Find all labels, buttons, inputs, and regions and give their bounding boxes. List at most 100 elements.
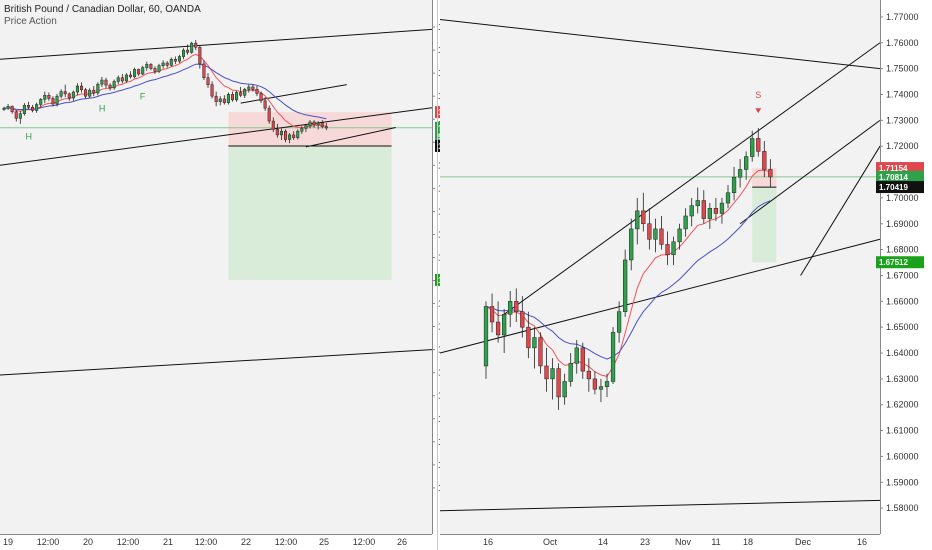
- trend-line[interactable]: [439, 238, 881, 354]
- candle[interactable]: [502, 309, 507, 354]
- trend-line[interactable]: [240, 84, 347, 104]
- candle[interactable]: [214, 91, 218, 107]
- candle[interactable]: [538, 332, 543, 374]
- candle[interactable]: [96, 82, 100, 96]
- candle[interactable]: [222, 95, 226, 105]
- candle[interactable]: [226, 92, 230, 105]
- candle[interactable]: [153, 66, 157, 75]
- candle[interactable]: [677, 223, 682, 250]
- candle[interactable]: [120, 74, 124, 84]
- candle[interactable]: [157, 63, 161, 74]
- candle[interactable]: [568, 353, 573, 387]
- candle[interactable]: [251, 84, 255, 92]
- candle[interactable]: [59, 89, 63, 99]
- candle[interactable]: [116, 75, 120, 85]
- candle[interactable]: [580, 342, 585, 379]
- candle[interactable]: [275, 123, 279, 138]
- indicator-label[interactable]: Price Action: [4, 16, 57, 27]
- candle[interactable]: [235, 90, 239, 102]
- candle[interactable]: [653, 218, 658, 253]
- candle[interactable]: [100, 76, 104, 87]
- candle[interactable]: [198, 45, 202, 69]
- candle[interactable]: [279, 128, 283, 140]
- candle[interactable]: [39, 98, 43, 108]
- candle[interactable]: [762, 141, 767, 178]
- candle[interactable]: [296, 129, 300, 140]
- candle[interactable]: [247, 84, 251, 93]
- candle[interactable]: [508, 290, 513, 328]
- candle[interactable]: [284, 129, 288, 143]
- candle[interactable]: [520, 296, 525, 338]
- trend-line[interactable]: [439, 19, 881, 70]
- candle[interactable]: [689, 197, 694, 227]
- candle[interactable]: [14, 110, 18, 122]
- candle[interactable]: [271, 117, 275, 133]
- trend-line[interactable]: [305, 127, 396, 148]
- candle[interactable]: [562, 373, 567, 405]
- candle[interactable]: [320, 120, 324, 129]
- candle[interactable]: [725, 184, 731, 209]
- candle[interactable]: [308, 120, 312, 129]
- trend-line[interactable]: [0, 107, 433, 166]
- candle[interactable]: [63, 84, 67, 98]
- price-axis[interactable]: [880, 0, 932, 550]
- candle[interactable]: [165, 61, 169, 68]
- candle[interactable]: [104, 77, 108, 88]
- candle[interactable]: [665, 231, 670, 266]
- candle[interactable]: [514, 288, 519, 322]
- candle[interactable]: [544, 347, 549, 392]
- candle[interactable]: [51, 96, 55, 107]
- candle[interactable]: [182, 48, 186, 60]
- candle[interactable]: [186, 44, 190, 55]
- candle[interactable]: [683, 208, 688, 237]
- candle[interactable]: [145, 61, 149, 71]
- candle[interactable]: [756, 128, 761, 157]
- candle[interactable]: [324, 122, 328, 131]
- candle[interactable]: [173, 56, 177, 64]
- candle[interactable]: [190, 41, 194, 54]
- candle[interactable]: [483, 301, 489, 379]
- candle[interactable]: [47, 92, 51, 101]
- candle[interactable]: [75, 83, 79, 96]
- price-axis[interactable]: [432, 0, 437, 550]
- left-pane[interactable]: HHF1.730001.725001.720001.715001.710001.…: [0, 0, 471, 550]
- trend-line[interactable]: [0, 349, 433, 376]
- candle[interactable]: [592, 371, 598, 395]
- candle[interactable]: [149, 62, 153, 71]
- candle[interactable]: [230, 91, 234, 102]
- candle[interactable]: [22, 103, 26, 116]
- candle[interactable]: [239, 86, 243, 98]
- candle[interactable]: [255, 86, 259, 97]
- time-axis[interactable]: [440, 534, 932, 550]
- candle[interactable]: [744, 151, 749, 180]
- candle[interactable]: [707, 203, 712, 229]
- candle[interactable]: [2, 106, 6, 111]
- candle[interactable]: [635, 197, 640, 245]
- candle[interactable]: [6, 104, 10, 110]
- candle[interactable]: [137, 68, 141, 76]
- candle[interactable]: [263, 97, 267, 111]
- candle[interactable]: [610, 327, 616, 385]
- candle[interactable]: [316, 121, 320, 130]
- candle[interactable]: [719, 197, 725, 224]
- candle[interactable]: [210, 81, 214, 99]
- candle[interactable]: [489, 293, 495, 333]
- candle[interactable]: [84, 87, 88, 99]
- candle[interactable]: [495, 301, 501, 343]
- candle[interactable]: [128, 71, 132, 79]
- candle[interactable]: [71, 90, 75, 101]
- candle[interactable]: [88, 88, 92, 99]
- candle[interactable]: [671, 236, 676, 266]
- candle[interactable]: [80, 82, 84, 93]
- candle[interactable]: [202, 60, 206, 81]
- candle[interactable]: [288, 133, 292, 144]
- time-axis[interactable]: [0, 534, 437, 550]
- candle[interactable]: [731, 166, 737, 201]
- candle[interactable]: [532, 327, 537, 369]
- candle[interactable]: [556, 363, 561, 410]
- candle[interactable]: [629, 218, 634, 271]
- candle[interactable]: [641, 192, 646, 232]
- candle[interactable]: [218, 96, 222, 106]
- trend-line[interactable]: [439, 499, 881, 512]
